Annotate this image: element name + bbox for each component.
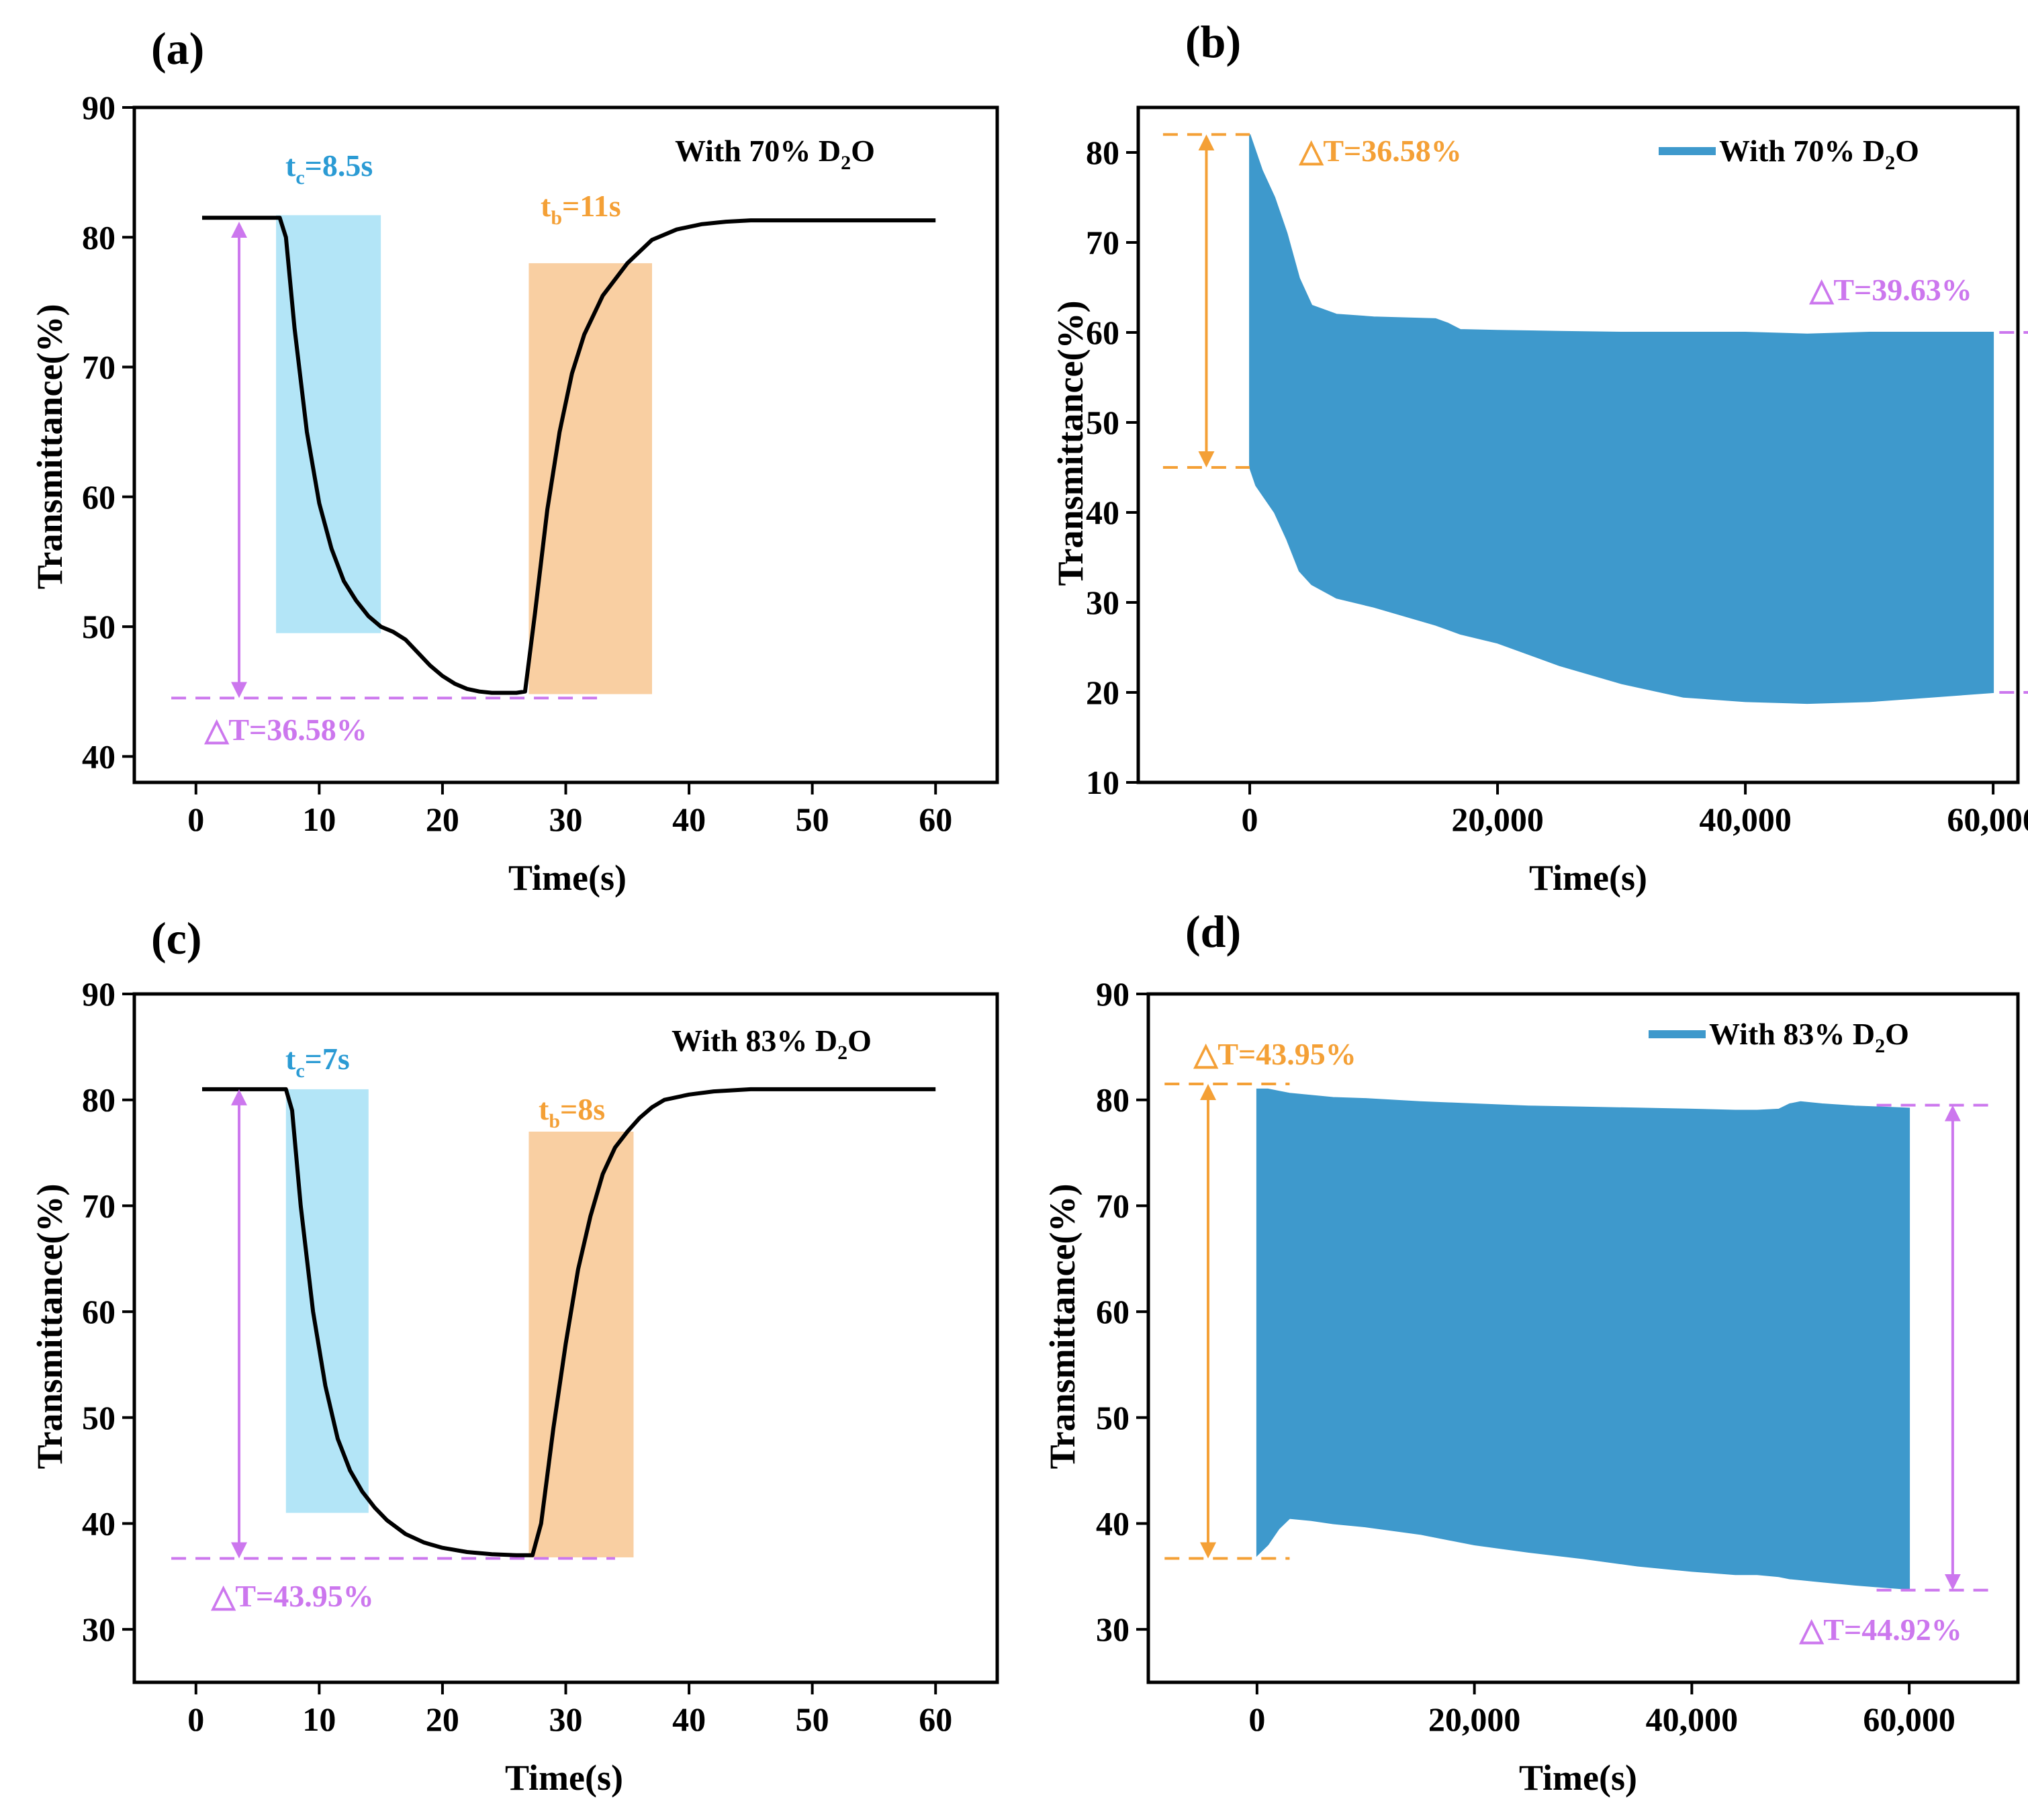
panel-c-ytick-label-6: 90 — [82, 975, 116, 1013]
panel-c: (c) 0 10 20 30 40 50 60 30 40 50 60 70 80 90 With 83%… — [30, 913, 999, 1798]
panel-d-ytick-label-0: 30 — [1096, 1610, 1130, 1648]
panel-b-delta-t-left: △T=36.58% — [1298, 134, 1462, 168]
panel-a-legend: With 70% D2O — [675, 134, 875, 174]
panel-a-letter: (a) — [151, 23, 204, 74]
panel-c-xtick-label-5: 50 — [796, 1700, 829, 1738]
panel-c-xtick-label-1: 10 — [302, 1700, 336, 1738]
panel-c-ytick-label-2: 50 — [82, 1399, 116, 1437]
panel-a-delta-t: △T=36.58% — [203, 713, 367, 747]
panel-b-oscillation-band — [1249, 134, 1994, 704]
panel-d-ytick-label-3: 60 — [1096, 1293, 1130, 1330]
panel-b-delta-t-right: △T=39.63% — [1808, 273, 1972, 307]
panel-a-xtick-label-5: 50 — [796, 801, 829, 838]
panel-d-legend: With 83% D2O — [1709, 1017, 1909, 1057]
panel-a-xtick-label-6: 60 — [919, 801, 952, 838]
panel-a-bleaching-box — [528, 263, 652, 694]
panel-b-ylabel: Transmittance(%) — [1050, 301, 1091, 586]
panel-c-xlabel: Time(s) — [505, 1758, 623, 1798]
panel-c-ytick-label-1: 40 — [82, 1504, 116, 1542]
panel-d-oscillation-band — [1256, 1088, 1910, 1590]
panel-c-ytick-label-3: 60 — [82, 1293, 116, 1330]
panel-d-letter: (d) — [1185, 906, 1241, 957]
panel-a-ylabel: Transmittance(%) — [30, 304, 70, 590]
panel-d-xtick-label-1: 20,000 — [1428, 1700, 1521, 1738]
panel-d-delta-t-right: △T=44.92% — [1798, 1612, 1962, 1647]
panel-b-xtick-label-3: 60,000 — [1947, 801, 2028, 838]
panel-b-letter: (b) — [1185, 16, 1241, 67]
panel-c-xtick-label-6: 60 — [919, 1700, 952, 1738]
panel-a-ytick-label-5: 90 — [82, 89, 116, 126]
panel-a-xtick-label-3: 30 — [549, 801, 583, 838]
panel-c-ylabel: Transmittance(%) — [30, 1184, 70, 1469]
panel-a-tb-label: tb=11s — [541, 189, 621, 229]
panel-b-ytick-label-1: 20 — [1086, 674, 1119, 711]
panel-a-coloring-box — [276, 215, 381, 633]
panel-c-xtick-label-2: 20 — [426, 1700, 459, 1738]
panel-b-plot-area: 0 20,000 40,000 60,000 10 20 30 40 50 60 70 80 — [1086, 105, 2028, 838]
panel-d: (d) 0 20,000 40,000 60,000 30 40 50 60 70 80 90 Wi… — [1042, 906, 2020, 1798]
panel-c-xtick-label-3: 30 — [549, 1700, 583, 1738]
panel-d-ytick-label-1: 40 — [1096, 1504, 1130, 1542]
panel-d-xtick-label-3: 60,000 — [1863, 1700, 1955, 1738]
panel-b-ytick-label-0: 10 — [1086, 764, 1119, 801]
panel-a-transmittance-line — [202, 216, 936, 695]
panel-d-xtick-label-2: 40,000 — [1646, 1700, 1739, 1738]
panel-d-ylabel: Transmittance(%) — [1042, 1184, 1082, 1469]
panel-d-ytick-label-6: 90 — [1096, 975, 1130, 1013]
panel-c-ytick-label-5: 80 — [82, 1081, 116, 1119]
panel-a-ytick-label-1: 50 — [82, 608, 116, 645]
panel-d-plot-area: 0 20,000 40,000 60,000 30 40 50 60 70 80 90 — [1096, 975, 2020, 1738]
panel-d-ytick-label-4: 70 — [1096, 1187, 1130, 1224]
panel-c-letter: (c) — [151, 913, 201, 964]
panel-b-xtick-label-1: 20,000 — [1451, 801, 1544, 838]
panel-c-ytick-label-4: 70 — [82, 1187, 116, 1224]
panel-b-ytick-label-3: 40 — [1086, 494, 1119, 531]
panel-b-legend: With 70% D2O — [1719, 134, 1919, 174]
panel-d-ytick-label-2: 50 — [1096, 1399, 1130, 1437]
panel-c-transmittance-line — [202, 1087, 936, 1557]
panel-c-delta-t: △T=43.95% — [210, 1579, 374, 1613]
panel-b-ytick-label-2: 30 — [1086, 584, 1119, 621]
panel-a-ytick-label-2: 60 — [82, 478, 116, 516]
panel-c-tc-label: tc=7s — [285, 1042, 350, 1082]
panel-b-ytick-label-4: 50 — [1086, 404, 1119, 441]
panel-c-coloring-box — [285, 1089, 369, 1513]
panel-d-delta-t-left: △T=43.95% — [1193, 1037, 1356, 1071]
panel-c-xtick-label-4: 40 — [672, 1700, 706, 1738]
panel-c-xtick-label-0: 0 — [187, 1700, 204, 1738]
panel-c-tb-label: tb=8s — [539, 1092, 605, 1132]
panel-a-ytick-label-3: 70 — [82, 349, 116, 386]
panel-b-ytick-label-7: 80 — [1086, 134, 1119, 171]
panel-b-xtick-label-2: 40,000 — [1699, 801, 1792, 838]
panel-b: (b) 020,00040,00060,0001020304050607080 … — [1050, 16, 2028, 898]
panel-a-xlabel: Time(s) — [508, 858, 627, 898]
panel-a-xtick-label-2: 20 — [426, 801, 459, 838]
panel-a-xtick-label-1: 10 — [302, 801, 336, 838]
panel-c-plot-area: 0 10 20 30 40 50 60 30 40 50 60 70 80 90 — [82, 975, 999, 1738]
panel-c-ytick-label-0: 30 — [82, 1610, 116, 1648]
panel-b-axes-frame — [1136, 105, 2020, 784]
panel-a-ytick-label-0: 40 — [82, 737, 116, 775]
panel-d-xtick-label-0: 0 — [1248, 1700, 1265, 1738]
panel-a: (a) 0 10 20 30 40 50 60 40 50 60 70 80 90 With 70% D… — [30, 23, 999, 898]
panel-b-xtick-label-0: 0 — [1242, 801, 1258, 838]
panel-a-plot-area: 0 10 20 30 40 50 60 40 50 60 70 80 90 — [82, 89, 999, 838]
panel-d-xlabel: Time(s) — [1519, 1758, 1637, 1798]
panel-a-ytick-label-4: 80 — [82, 218, 116, 256]
panel-b-ytick-label-6: 70 — [1086, 224, 1119, 261]
panel-c-legend: With 83% D2O — [672, 1023, 872, 1064]
panel-a-xtick-label-0: 0 — [187, 801, 204, 838]
panel-b-xlabel: Time(s) — [1529, 858, 1647, 898]
panel-d-axes-frame — [1146, 992, 2020, 1684]
panel-d-ytick-label-5: 80 — [1096, 1081, 1130, 1119]
panel-a-tc-label: tc=8.5s — [285, 148, 373, 189]
panel-b-ytick-label-5: 60 — [1086, 314, 1119, 351]
panel-a-xtick-label-4: 40 — [672, 801, 706, 838]
